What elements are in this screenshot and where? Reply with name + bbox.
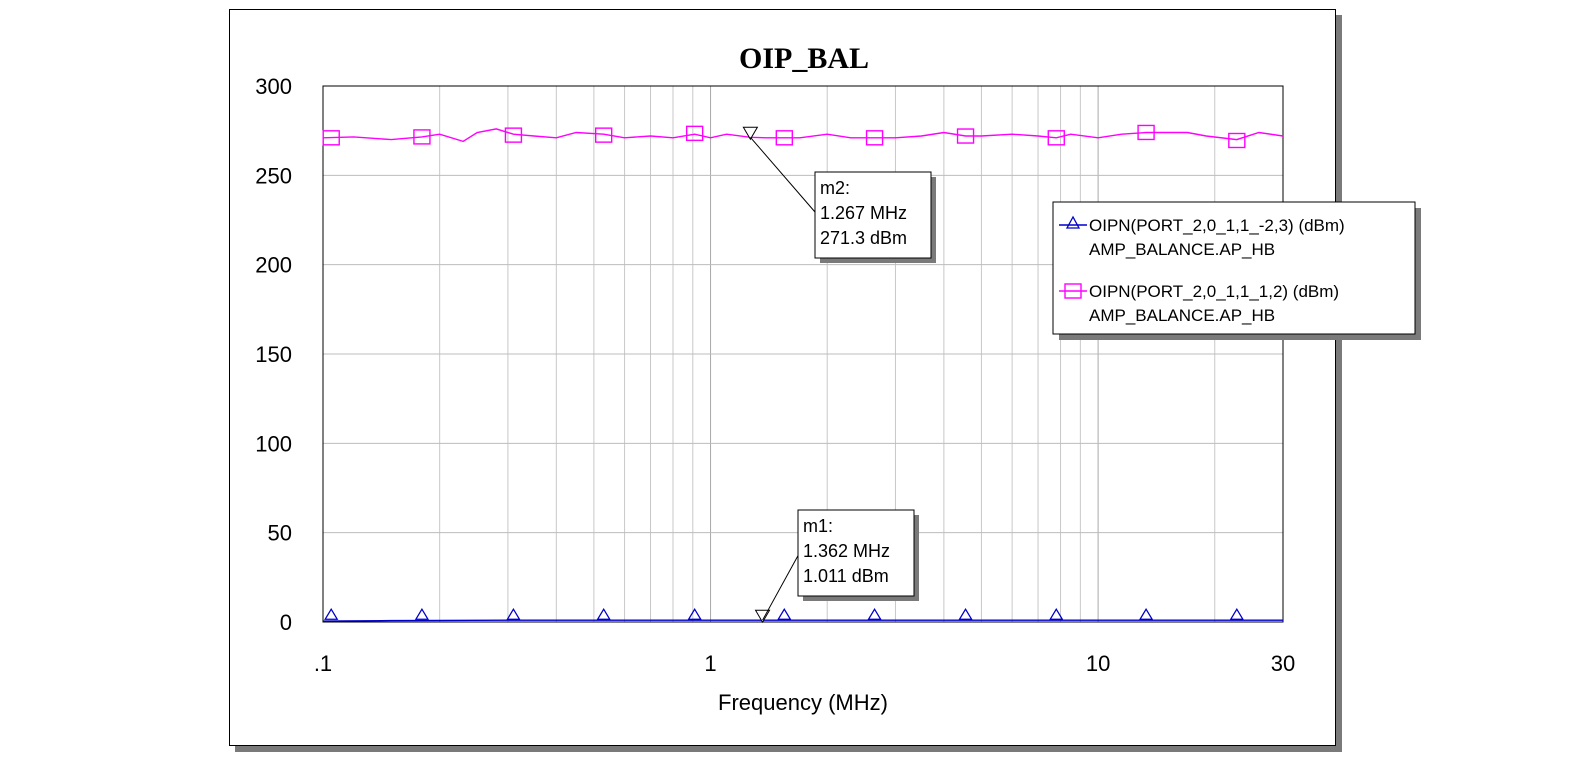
series-point-triangle [777, 607, 792, 620]
legend-entry-subname: AMP_BALANCE.AP_HB [1089, 240, 1275, 259]
series-point-square [775, 130, 794, 146]
series-point-square [413, 129, 431, 145]
y-tick-label: 50 [268, 521, 292, 546]
series-point-square [1228, 132, 1246, 149]
marker-m2: m2: 1.267 MHz 271.3 dBm [742, 126, 936, 263]
marker-m1: m1: 1.362 MHz 1.011 dBm [754, 509, 919, 624]
legend-entry-name: OIPN(PORT_2,0_1,1_1,2) (dBm) [1089, 282, 1339, 301]
x-axis-ticks: .1 1 10 30 [314, 651, 1295, 676]
series-point-square [865, 130, 884, 146]
marker-m1-text: 1.011 dBm [803, 566, 889, 586]
marker-layer: m1: 1.362 MHz 1.011 dBm m2: 1.267 MHz 271.3 d… [742, 126, 936, 624]
y-tick-label: 150 [255, 342, 292, 367]
marker-m2-text: 271.3 dBm [820, 228, 907, 248]
series-point-triangle [958, 607, 973, 620]
legend-entry-subname: AMP_BALANCE.AP_HB [1089, 306, 1275, 325]
marker-m1-text: m1: [803, 516, 833, 536]
y-tick-label: 300 [255, 74, 292, 99]
legend-swatch-square [1064, 283, 1082, 299]
series-point-square [1047, 130, 1065, 146]
series-point-triangle [506, 607, 521, 620]
legend-box [1052, 201, 1416, 335]
y-axis-ticks: 0 50 100 150 200 250 300 [255, 74, 292, 635]
series-line-1 [322, 619, 1283, 622]
legend-swatch-triangle [1065, 215, 1081, 229]
y-tick-label: 100 [255, 431, 292, 456]
marker-m2-box [814, 171, 932, 259]
marker-m2-text: m2: [820, 178, 850, 198]
series-point-triangle [1229, 607, 1244, 620]
series-point-square [504, 127, 523, 143]
marker-m2-leader [749, 136, 816, 213]
marker-m1-text: 1.362 MHz [803, 541, 890, 561]
x-tick-label: 10 [1086, 651, 1110, 676]
marker-m2-symbol [742, 126, 759, 141]
x-tick-label: 1 [704, 651, 716, 676]
marker-m2-text: 1.267 MHz [820, 203, 907, 223]
series-point-triangle [414, 607, 430, 620]
series-point-triangle [1138, 607, 1154, 620]
x-axis-label: Frequency (MHz) [718, 690, 888, 715]
marker-m1-leader [762, 551, 801, 621]
legend: OIPN(PORT_2,0_1,1_-2,3) (dBm) AMP_BALANCE… [1052, 201, 1421, 340]
series-point-square [322, 130, 340, 146]
x-tick-label: .1 [314, 651, 332, 676]
x-tick-label: 30 [1271, 651, 1295, 676]
series-point-triangle [867, 607, 882, 620]
series-point-square [685, 125, 704, 142]
y-tick-label: 200 [255, 253, 292, 278]
series-point-square [594, 127, 613, 143]
marker-m1-box [797, 509, 915, 597]
y-tick-label: 0 [280, 610, 292, 635]
legend-entry-name: OIPN(PORT_2,0_1,1_-2,3) (dBm) [1089, 216, 1345, 235]
series-point-square [1137, 124, 1155, 141]
series-point-triangle [324, 607, 339, 620]
y-tick-label: 250 [255, 163, 292, 188]
series-point-square [956, 128, 975, 144]
chart-title: OIP_BAL [739, 42, 869, 75]
series-point-triangle [596, 607, 611, 620]
series-point-triangle [687, 607, 702, 620]
plot-border [322, 85, 1284, 623]
series-layer [322, 124, 1284, 622]
series-point-triangle [1049, 607, 1064, 620]
